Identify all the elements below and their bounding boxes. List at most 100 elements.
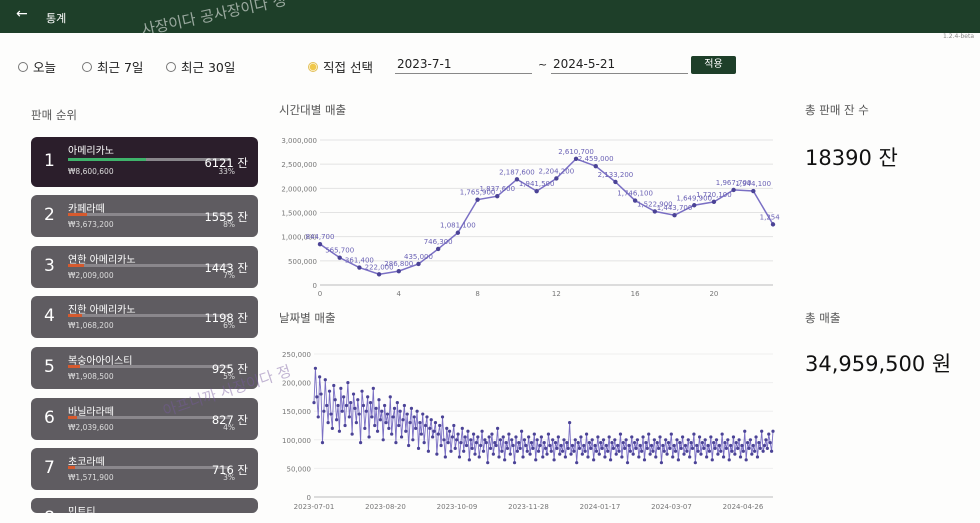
data-point (705, 455, 709, 459)
rank-item[interactable]: 7 초코라떼 ₩1,571,900 3% 716 잔 (31, 448, 258, 490)
data-point (390, 432, 394, 436)
series-line (319, 157, 774, 276)
radio-selected-icon[interactable] (308, 61, 318, 72)
y-tick-label: 50,000 (287, 465, 312, 473)
data-point (508, 452, 512, 456)
x-tick-label: 12 (552, 290, 561, 298)
y-tick-label: 2,500,000 (281, 161, 317, 169)
x-tick-label: 2024-04-26 (723, 503, 764, 511)
data-point (631, 452, 635, 456)
data-point (673, 449, 678, 453)
data-point (709, 435, 713, 439)
data-point (475, 197, 480, 202)
data-point (767, 432, 771, 436)
filter-custom[interactable]: 직접 선택 (308, 57, 373, 76)
data-point (498, 438, 503, 442)
data-point (604, 443, 608, 448)
data-point (356, 398, 360, 402)
radio-icon[interactable] (18, 61, 28, 72)
data-point (554, 176, 559, 181)
data-point (751, 188, 756, 194)
rank-number: 8 (44, 508, 55, 513)
rank-number: 7 (44, 458, 55, 478)
data-label: 1,746,100 (617, 190, 653, 198)
data-point (738, 455, 743, 459)
data-point (603, 455, 607, 459)
radio-icon[interactable] (82, 61, 92, 72)
data-point (367, 435, 371, 439)
rank-item[interactable]: 8 민트티 (31, 498, 258, 513)
rank-item-percent: 3% (223, 473, 235, 482)
data-point (672, 443, 676, 448)
start-date-input[interactable]: 2023-7-1 (395, 56, 532, 74)
data-point (682, 452, 686, 456)
data-point (447, 429, 452, 433)
data-point (580, 452, 584, 456)
data-point (471, 432, 476, 436)
rank-number: 4 (44, 306, 55, 326)
rank-item[interactable]: 4 진한 아메리카노 ₩1,068,200 6% 1198 잔 (31, 296, 258, 338)
filter-last30[interactable]: 최근 30일 (166, 57, 235, 76)
end-date-input[interactable]: 2024-5-21 (551, 56, 688, 74)
data-point (551, 438, 555, 442)
rank-item[interactable]: 2 카페라떼 ₩3,673,200 8% 1555 잔 (31, 195, 258, 237)
data-point (683, 443, 688, 448)
data-point (570, 443, 575, 448)
filter-today[interactable]: 오늘 (18, 57, 56, 76)
data-point (592, 458, 596, 462)
daily-sales-chart: 0 50,000 100,000 150,000 200,000 250,000 2023-… (282, 351, 775, 511)
data-point (518, 446, 522, 450)
data-point (590, 438, 594, 442)
back-button[interactable]: ← (16, 6, 28, 22)
data-point (716, 452, 720, 456)
filter-last7[interactable]: 최근 7일 (82, 57, 143, 76)
total-revenue-title: 총 매출 (805, 311, 841, 325)
x-tick-label: 20 (709, 290, 718, 298)
data-label: 2,459,000 (578, 155, 614, 163)
data-point (627, 443, 631, 448)
data-point (532, 432, 536, 436)
y-tick-label: 2,000,000 (281, 185, 317, 193)
data-point (357, 265, 362, 270)
data-point (620, 455, 624, 459)
data-point (357, 412, 361, 416)
data-label: 746,300 (424, 238, 453, 246)
data-point (606, 449, 610, 453)
rank-item-sales: ₩8,600,600 (68, 167, 114, 176)
rank-item[interactable]: 6 바닐라라떼 ₩2,039,600 4% 827 잔 (31, 398, 258, 440)
data-point (769, 449, 774, 453)
radio-icon[interactable] (166, 61, 176, 72)
series-line (313, 368, 774, 463)
apply-button[interactable]: 적용 (691, 56, 736, 74)
data-point (659, 461, 664, 465)
rank-item-name: 아메리카노 (68, 146, 114, 157)
rank-number: 6 (44, 408, 55, 428)
rank-item[interactable]: 3 연한 아메리카노 ₩2,009,000 7% 1443 잔 (31, 246, 258, 288)
y-tick-label: 0 (313, 282, 317, 290)
data-point (569, 452, 573, 456)
data-point (658, 435, 662, 439)
data-point (771, 429, 775, 433)
data-point (706, 443, 710, 448)
data-point (712, 441, 716, 445)
data-point (514, 435, 518, 439)
data-point (583, 449, 587, 453)
rank-item-sales: ₩3,673,200 (68, 220, 114, 229)
data-point (409, 406, 414, 410)
data-point (433, 421, 438, 425)
data-label: 222,000 (365, 263, 394, 271)
y-tick-label: 500,000 (288, 258, 317, 266)
data-point (460, 426, 464, 430)
data-point (697, 435, 702, 439)
data-point (690, 446, 695, 450)
data-point (544, 446, 548, 450)
rank-item[interactable]: 5 복숭아아이스티 ₩1,908,500 5% 925 잔 (31, 347, 258, 389)
data-point (496, 426, 500, 430)
data-point (689, 441, 693, 445)
data-point (376, 272, 382, 277)
data-point (505, 446, 510, 450)
rank-item-name: 복숭아아이스티 (68, 356, 133, 367)
rank-item[interactable]: 1 아메리카노 ₩8,600,600 33% 6121 잔 (31, 137, 258, 187)
data-point (765, 446, 769, 450)
data-point (515, 449, 519, 453)
